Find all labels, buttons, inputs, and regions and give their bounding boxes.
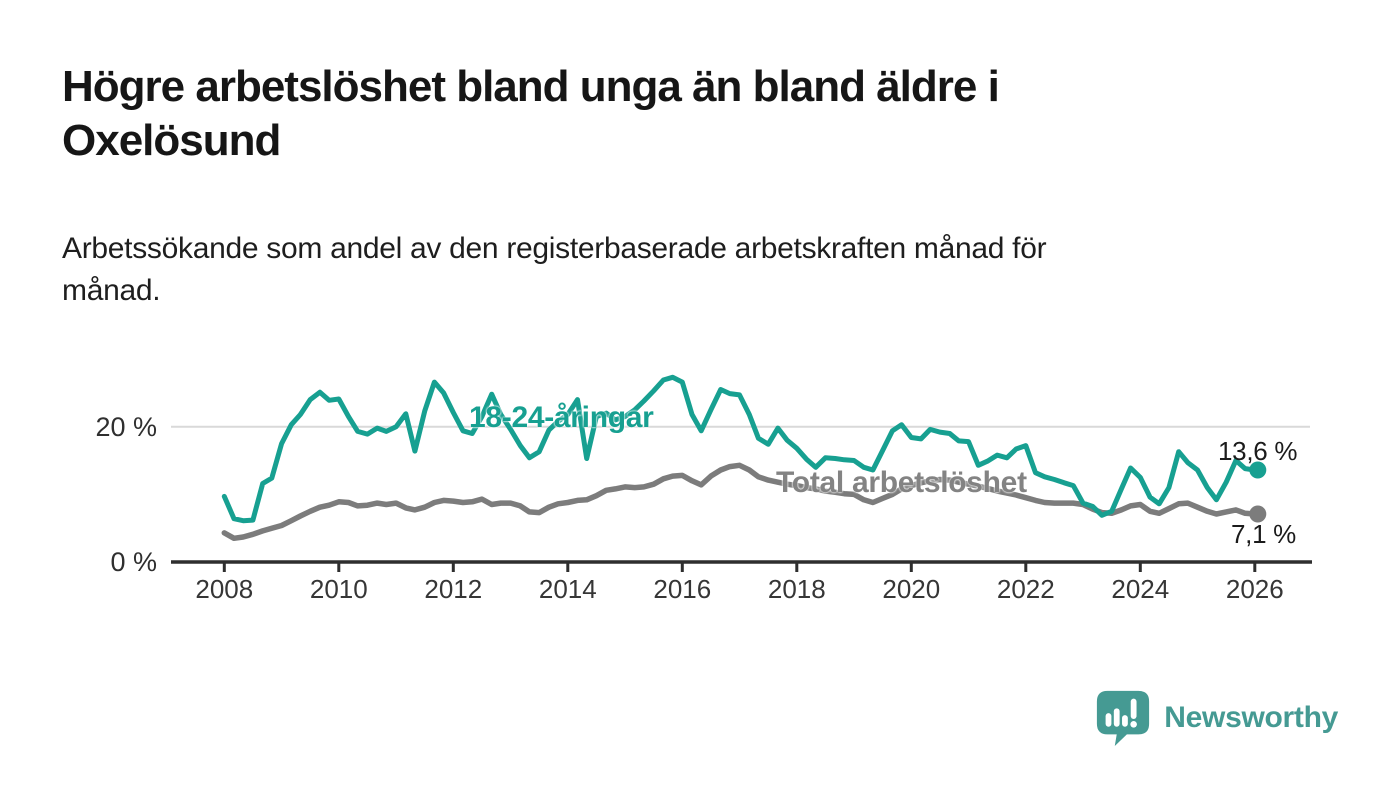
y-axis-tick-label-0: 0 %: [110, 547, 157, 577]
x-axis-tick-label-2018: 2018: [767, 574, 826, 604]
x-axis-tick-label-2012: 2012: [424, 574, 483, 604]
newsworthy-wordmark: Newsworthy: [1164, 701, 1338, 734]
total-line: [221, 462, 1258, 542]
x-axis-tick-label-2024: 2024: [1111, 574, 1170, 604]
x-axis-tick-label-2026: 2026: [1225, 574, 1284, 604]
chart-subtitle-line1: Arbetssökande som andel av den registerb…: [62, 232, 1047, 265]
y-axis-tick-label-20: 20 %: [95, 412, 157, 442]
youth-line: [221, 374, 1258, 524]
x-axis-tick-label-2022: 2022: [996, 574, 1055, 604]
x-axis-tick-label-2008: 2008: [195, 574, 254, 604]
x-axis-tick-label-2016: 2016: [653, 574, 712, 604]
series-label-total: Total arbetslöshet: [776, 466, 1027, 499]
value-label-total: 7,1 %: [1231, 519, 1296, 549]
bar-chart-icon: [1105, 698, 1138, 728]
series-label-youth: 18-24-åringar: [469, 401, 654, 434]
chart-subtitle-line2: månad.: [62, 274, 161, 307]
page-title: Högre arbetslöshet bland unga än bland ä…: [62, 60, 1222, 167]
value-label-youth: 13,6 %: [1218, 436, 1298, 466]
chart-subtitle: Arbetssökande som andel av den registerb…: [62, 228, 1322, 312]
youth-end-dot: [1249, 461, 1267, 479]
total-end-dot: [1249, 505, 1267, 523]
x-axis-tick-label-2014: 2014: [538, 574, 597, 604]
newsworthy-logo-icon: [1097, 690, 1150, 747]
x-axis-tick-labels: 2008 2010 2012 2014 2016 2018 2020 2022 2024 2026: [0, 574, 1400, 610]
page-title-line2: Oxelösund: [62, 115, 281, 165]
x-axis-tick-label-2020: 2020: [882, 574, 941, 604]
newsworthy-brand: Newsworthy: [1094, 688, 1338, 748]
page-title-line1: Högre arbetslöshet bland unga än bland ä…: [62, 62, 1000, 111]
x-axis-tick-label-2010: 2010: [309, 574, 368, 604]
